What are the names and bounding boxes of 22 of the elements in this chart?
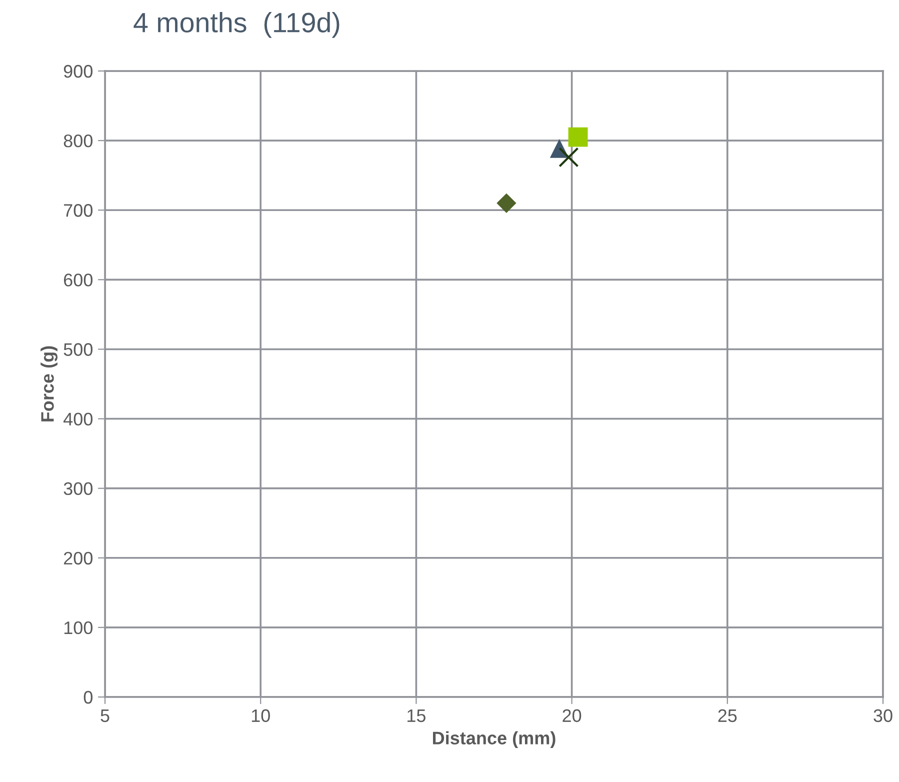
- y-tick-label: 200: [64, 552, 92, 565]
- y-tick-label: 500: [64, 343, 92, 356]
- y-tick-label: 700: [64, 204, 92, 217]
- x-axis-title: Distance (mm): [433, 731, 556, 748]
- x-tick-label: 30: [874, 709, 892, 722]
- x-tick-label: 20: [562, 709, 582, 722]
- y-tick-label: 900: [64, 64, 92, 78]
- point: [568, 127, 588, 147]
- y-tick-label: 100: [64, 621, 92, 634]
- chart-title: 4 months (119d): [134, 12, 340, 38]
- y-tick-label: 300: [64, 482, 92, 496]
- point: [496, 194, 516, 213]
- x-tick-label: 5: [100, 709, 110, 722]
- y-tick-label: 0: [84, 690, 92, 704]
- x-tick-label: 15: [408, 709, 426, 722]
- y-axis-title: Force (g): [40, 346, 58, 422]
- x-tick-label: 10: [252, 709, 270, 722]
- x-tick-label: 25: [718, 709, 737, 722]
- y-tick-label: 600: [64, 274, 92, 286]
- point: [558, 147, 579, 168]
- y-tick-label: 800: [64, 134, 92, 148]
- y-tick-label: 400: [63, 412, 92, 426]
